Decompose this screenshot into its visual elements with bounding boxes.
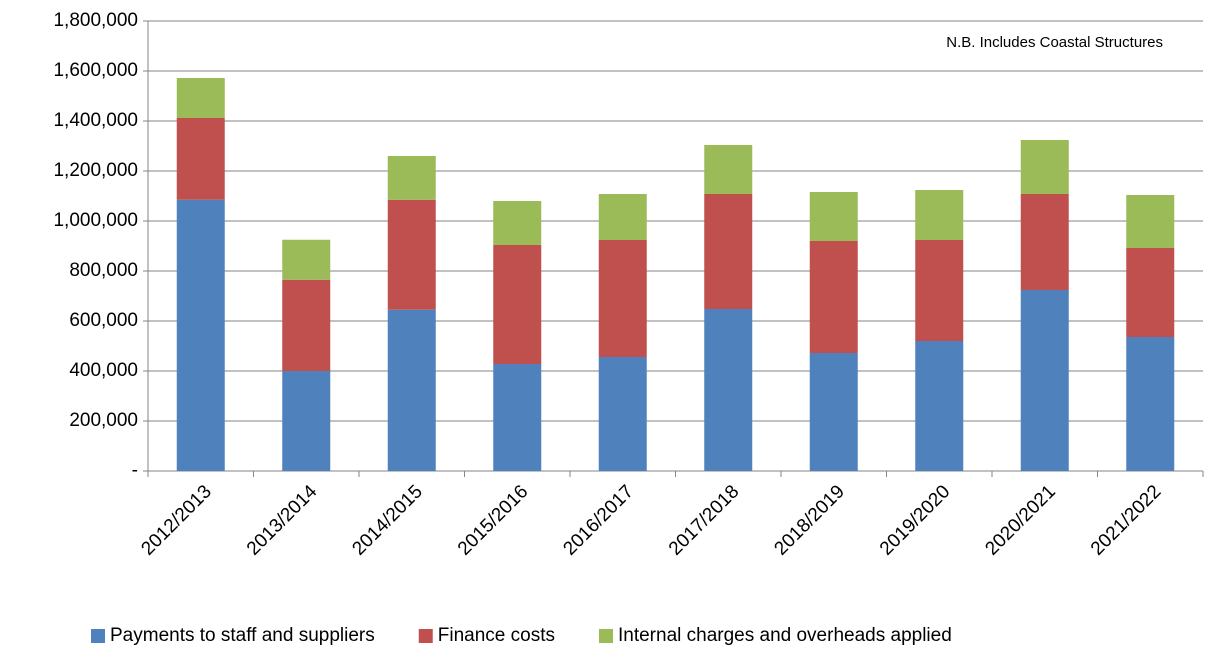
y-tick-label: 600,000 — [69, 310, 138, 331]
legend-swatch — [418, 629, 433, 643]
bar-segment — [915, 341, 964, 471]
bar-segment — [1126, 195, 1175, 248]
bar-segment — [809, 192, 858, 241]
bar-segment — [1020, 194, 1069, 290]
legend-swatch — [91, 629, 105, 643]
bar-segment — [915, 190, 964, 240]
bar-segment — [809, 353, 858, 471]
x-tick-label: 2020/2021 — [981, 481, 1059, 559]
bar-segment — [176, 199, 225, 471]
x-tick-label: 2014/2015 — [348, 481, 426, 559]
x-tick-label: 2019/2020 — [876, 481, 954, 559]
bar-segment — [387, 309, 436, 471]
x-tick-label: 2012/2013 — [137, 481, 215, 559]
x-tick-label: 2017/2018 — [665, 481, 743, 559]
y-tick-label: 1,000,000 — [53, 210, 138, 231]
bar-segment — [176, 118, 225, 200]
bar-segment — [704, 194, 753, 309]
bar-segment — [387, 199, 436, 310]
bar-segment — [704, 309, 753, 471]
annotation: N.B. Includes Coastal Structures — [946, 34, 1163, 51]
bar-segment — [282, 279, 331, 371]
bar-segment — [598, 194, 647, 240]
legend-label: Finance costs — [438, 625, 555, 646]
bar-segment — [1126, 248, 1175, 337]
y-tick-label: - — [132, 460, 138, 481]
bar-segment — [704, 145, 753, 194]
y-tick-label: 800,000 — [69, 260, 138, 281]
y-tick-label: 200,000 — [69, 410, 138, 431]
x-tick-label: 2015/2016 — [454, 481, 532, 559]
y-tick-label: 1,200,000 — [53, 160, 138, 181]
y-tick-label: 400,000 — [69, 360, 138, 381]
bar-segment — [809, 241, 858, 353]
bar-segment — [176, 78, 225, 118]
legend-swatch — [598, 629, 613, 643]
legend-label: Payments to staff and suppliers — [110, 625, 375, 646]
legend-label: Internal charges and overheads applied — [618, 625, 952, 646]
bar-segment — [598, 240, 647, 357]
y-tick-label: 1,600,000 — [53, 60, 138, 81]
bar-segment — [1126, 337, 1175, 471]
bar-segment — [493, 364, 542, 471]
y-tick-label: 1,800,000 — [53, 10, 138, 31]
bar-segment — [1020, 290, 1069, 471]
bar-segment — [493, 245, 542, 364]
x-tick-label: 2021/2022 — [1087, 481, 1165, 559]
bar-segment — [1020, 140, 1069, 194]
bar-segment — [282, 371, 331, 471]
x-tick-label: 2013/2014 — [243, 481, 322, 560]
bar-segment — [915, 240, 964, 341]
y-tick-label: 1,400,000 — [53, 110, 138, 131]
x-tick-label: 2018/2019 — [770, 481, 848, 559]
bar-segment — [282, 239, 331, 280]
bar-segment — [493, 201, 542, 245]
x-tick-label: 2016/2017 — [559, 481, 637, 559]
bar-segment — [598, 357, 647, 471]
bar-segment — [387, 156, 436, 200]
